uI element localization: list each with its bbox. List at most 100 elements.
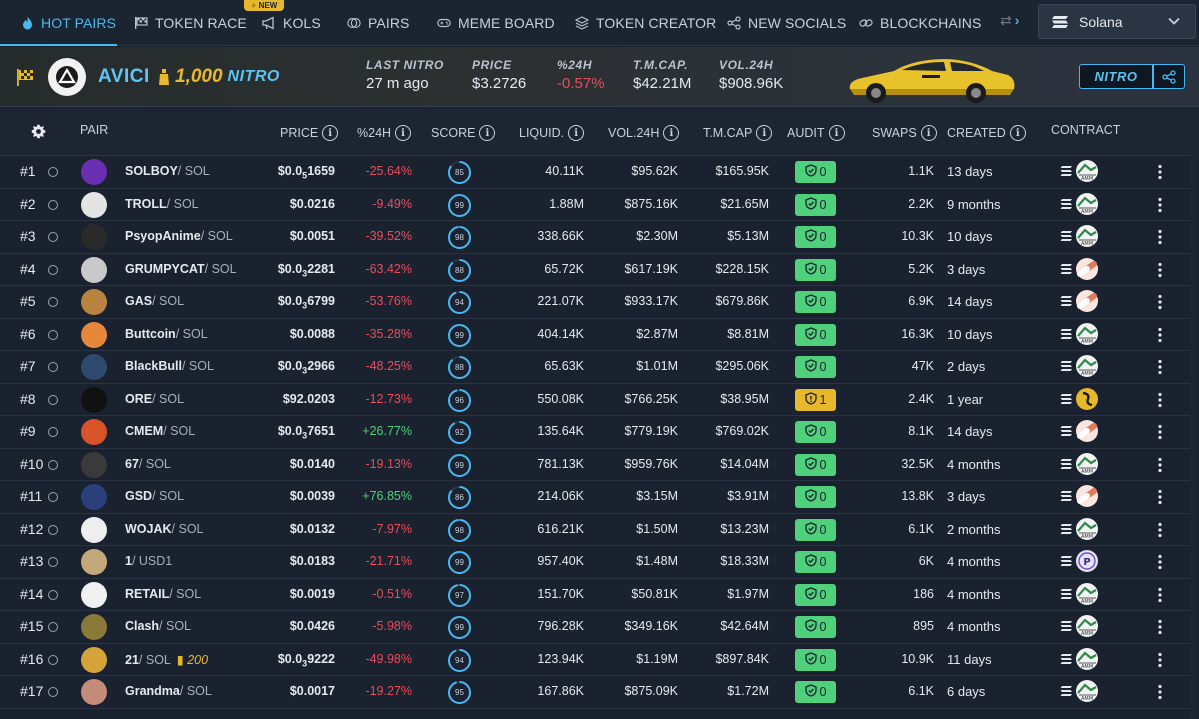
col-score[interactable]: SCORE i: [431, 125, 496, 141]
audit-badge[interactable]: 0: [795, 681, 836, 703]
more-options-icon[interactable]: [1157, 392, 1163, 408]
tab-pairs[interactable]: PAIRS: [347, 0, 409, 46]
more-options-icon[interactable]: [1157, 489, 1163, 505]
contract-amm-icon[interactable]: AMM: [1059, 322, 1101, 348]
pair-name[interactable]: GRUMPYCAT/ SOL: [125, 262, 237, 276]
audit-badge[interactable]: 0: [795, 193, 836, 216]
col-mcap[interactable]: T.M.CAP i: [703, 125, 773, 141]
table-row[interactable]: #5 GAS/ SOL $0.036799 -53.76% 94 221.07K $933.…: [0, 286, 1190, 319]
table-row[interactable]: #14 RETAIL/ SOL $0.0019 -0.51% 97 151.70K $50.…: [0, 578, 1190, 611]
favorite-toggle[interactable]: [48, 199, 58, 210]
contract-amm-icon[interactable]: AMM: [1059, 647, 1101, 673]
favorite-toggle[interactable]: [48, 687, 58, 697]
more-options-icon[interactable]: [1157, 587, 1163, 603]
table-row[interactable]: #12 WOJAK/ SOL $0.0132 -7.97% 98 616.21K $1.50…: [0, 513, 1190, 546]
tab-token-creator[interactable]: TOKEN CREATOR: [575, 0, 716, 46]
pair-name[interactable]: RETAIL/ SOL: [125, 587, 201, 601]
more-options-icon[interactable]: [1157, 229, 1163, 245]
favorite-toggle[interactable]: [48, 167, 58, 177]
col-price[interactable]: PRICE i: [280, 125, 339, 141]
contract-amm-icon[interactable]: AMM: [1059, 679, 1101, 705]
more-options-icon[interactable]: [1157, 457, 1163, 473]
nav-scroll-arrows[interactable]: ⇄ ›: [1000, 12, 1019, 29]
more-options-icon[interactable]: [1157, 652, 1163, 668]
favorite-toggle[interactable]: [48, 492, 58, 502]
pair-name[interactable]: 67/ SOL: [125, 457, 171, 471]
pair-name[interactable]: WOJAK/ SOL: [125, 522, 204, 536]
col-liquidity[interactable]: LIQUID. i: [519, 125, 585, 141]
more-options-icon[interactable]: [1157, 164, 1163, 180]
pair-name[interactable]: 1/ USD1: [125, 554, 172, 568]
favorite-toggle[interactable]: [48, 459, 58, 470]
favorite-toggle[interactable]: [48, 264, 58, 275]
tab-meme-board[interactable]: MEME BOARD: [437, 0, 555, 46]
table-row[interactable]: #16 21/ SOL ▮ 200 $0.039222 -49.98% 94 123.94K…: [0, 643, 1190, 676]
table-row[interactable]: #11 GSD/ SOL $0.0039 +76.85% 86 214.06K $3.15M…: [0, 481, 1190, 514]
tab-new-socials[interactable]: NEW SOCIALS: [727, 0, 846, 46]
col-swaps[interactable]: SWAPS i: [872, 125, 937, 141]
col-pair[interactable]: PAIR: [80, 123, 109, 137]
scrollbar[interactable]: [1190, 108, 1198, 719]
tab-blockchains[interactable]: BLOCKCHAINS: [859, 0, 981, 46]
table-row[interactable]: #1 SOLBOY/ SOL $0.051659 -25.64% 85 40.11K $95…: [0, 156, 1190, 189]
contract-pump-icon[interactable]: [1059, 289, 1101, 315]
table-row[interactable]: #15 Clash/ SOL $0.0426 -5.98% 99 796.28K $349.…: [0, 611, 1190, 644]
col-volume[interactable]: VOL.24H i: [608, 125, 680, 141]
contract-ore-icon[interactable]: [1059, 387, 1101, 413]
tab-kols[interactable]: KOLS: [262, 0, 321, 46]
more-options-icon[interactable]: [1157, 359, 1163, 375]
pair-name[interactable]: PsyopAnime/ SOL: [125, 229, 233, 243]
settings-gear-icon[interactable]: [31, 124, 46, 139]
audit-badge[interactable]: 0: [795, 518, 836, 541]
table-row[interactable]: #4 GRUMPYCAT/ SOL $0.032281 -63.42% 88 65.72K…: [0, 253, 1190, 286]
contract-amm-icon[interactable]: AMM: [1059, 614, 1101, 640]
share-button[interactable]: [1153, 64, 1185, 89]
favorite-toggle[interactable]: [48, 427, 58, 437]
table-row[interactable]: #6 Buttcoin/ SOL $0.0088 -35.28% 99 404.14K $2…: [0, 318, 1190, 351]
contract-amm-icon[interactable]: AMM: [1059, 582, 1101, 608]
contract-amm-icon[interactable]: AMM: [1059, 159, 1101, 185]
more-options-icon[interactable]: [1157, 294, 1163, 310]
table-row[interactable]: #9 CMEM/ SOL $0.037651 +26.77% 92 135.64K $779…: [0, 416, 1190, 449]
audit-badge[interactable]: 0: [795, 258, 836, 281]
pair-name[interactable]: Clash/ SOL: [125, 619, 191, 633]
audit-badge[interactable]: 0: [795, 648, 836, 671]
table-row[interactable]: #10 67/ SOL $0.0140 -19.13% 99 781.13K $959.76…: [0, 448, 1190, 481]
more-options-icon[interactable]: [1157, 554, 1163, 570]
favorite-toggle[interactable]: [48, 557, 58, 567]
pair-name[interactable]: 21/ SOL ▮ 200: [125, 652, 208, 667]
audit-badge[interactable]: 0: [795, 421, 836, 443]
pair-name[interactable]: TROLL/ SOL: [125, 197, 199, 211]
contract-pump-icon[interactable]: [1059, 419, 1101, 445]
tab-token-race[interactable]: TOKEN RACE: [134, 0, 247, 46]
contract-amm-icon[interactable]: AMM: [1059, 517, 1101, 543]
more-options-icon[interactable]: [1157, 522, 1163, 538]
audit-badge[interactable]: 0: [795, 226, 836, 248]
contract-amm-icon[interactable]: AMM: [1059, 224, 1101, 250]
contract-amm-icon[interactable]: AMM: [1059, 452, 1101, 478]
favorite-toggle[interactable]: [48, 329, 58, 340]
table-row[interactable]: #8 ORE/ SOL $92.0203 -12.73% 96 550.08K $766.2…: [0, 383, 1190, 416]
more-options-icon[interactable]: [1157, 197, 1163, 213]
pair-name[interactable]: CMEM/ SOL: [125, 424, 195, 438]
audit-badge[interactable]: 0: [795, 291, 836, 313]
audit-badge[interactable]: 0: [795, 323, 836, 346]
table-row[interactable]: #2 TROLL/ SOL $0.0216 -9.49% 99 1.88M $875.16K…: [0, 188, 1190, 221]
contract-amm-icon[interactable]: AMM: [1059, 192, 1101, 218]
favorite-toggle[interactable]: [48, 297, 58, 307]
tab-hot-pairs[interactable]: HOT PAIRS: [20, 0, 116, 46]
audit-badge[interactable]: 0: [795, 616, 836, 638]
chain-selector[interactable]: Solana: [1038, 4, 1196, 39]
more-options-icon[interactable]: [1157, 424, 1163, 440]
pair-name[interactable]: Grandma/ SOL: [125, 684, 212, 698]
table-row[interactable]: #3 PsyopAnime/ SOL $0.0051 -39.52% 98 338.66K…: [0, 221, 1190, 254]
favorite-toggle[interactable]: [48, 362, 58, 372]
more-options-icon[interactable]: [1157, 327, 1163, 343]
audit-badge[interactable]: 1: [795, 388, 836, 411]
favorite-toggle[interactable]: [48, 589, 58, 600]
col-change[interactable]: %24H i: [357, 125, 412, 141]
favorite-toggle[interactable]: [48, 232, 58, 242]
audit-badge[interactable]: 0: [795, 486, 836, 508]
pair-name[interactable]: GAS/ SOL: [125, 294, 184, 308]
pair-name[interactable]: ORE/ SOL: [125, 392, 184, 406]
